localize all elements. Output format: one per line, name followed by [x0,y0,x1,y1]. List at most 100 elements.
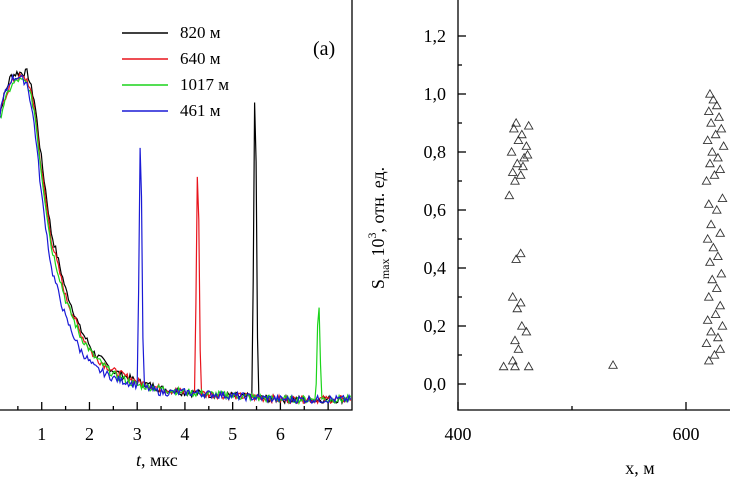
panel-b-data-point [715,164,726,173]
panel-a-x-tick-label: 6 [276,424,285,444]
panel-b-data-point [703,355,714,365]
panel-b-data-point [513,344,524,353]
panel-b-data-point [608,360,619,369]
panel-b-data-point [718,141,729,150]
panel-a-series [0,68,352,406]
panel-b-data-point [706,219,717,229]
panel-a-x-tick-label: 1 [37,424,46,444]
panel-b-data-point [717,193,728,202]
panel-b-data-point [507,167,518,176]
panel-b-y-axis-unit: , отн. ед. [368,167,388,233]
panel-a-legend-label: 820 м [180,23,221,42]
panel-b-data-point [715,344,726,353]
panel-b-data-point [712,251,723,260]
panel-b-data-point [702,315,713,324]
panel-b-data-point [717,320,728,330]
panel-b-data-point [716,268,727,278]
panel-a-x-axis-unit: , мкс [141,450,178,470]
panel-b-data-point [712,152,723,162]
panel-a-series-line [0,77,352,406]
panel-b-data-point [711,283,722,292]
panel-b-data-point [515,248,526,258]
panel-b-data-point [521,141,532,150]
panel-a-legend-label: 1017 м [180,75,229,94]
panel-a-x-tick-label: 2 [85,424,94,444]
panel-b-y-tick-label: 0,8 [424,142,447,162]
panel-b-x-axis-title: x, м [625,458,654,478]
panel-a-axis-frame [0,0,353,411]
panel-b-y-axis-ten: 10 [368,238,388,256]
panel-b-data-point [714,112,725,121]
panel-b-data-point [507,355,518,365]
panel-b-x-tick-label: 600 [673,424,700,444]
panel-b-data-point [716,123,727,133]
panel-a-x-ticks [17,402,329,410]
panel-a-series-line [0,73,352,405]
panel-b-data-point [508,123,519,133]
panel-b-data-point [519,152,530,162]
panel-b-data-point [523,120,534,130]
panel-b-data-point [712,332,723,342]
panel-a-x-axis-var: t [136,450,142,470]
panel-a-legend-label: 461 м [180,101,221,120]
panel-b-data-point [711,100,722,110]
panel-a-x-axis-title: t, мкс [136,450,178,470]
panel-a-x-tick-label: 7 [324,424,333,444]
panel-a-line-chart: 1 2 3 4 5 6 7 820 м 640 м 1017 м 461 м (a) t, мкс [0,0,353,470]
panel-b-data-point [702,233,713,243]
panel-b-data-point [709,170,720,179]
panel-a-legend-label: 640 м [180,49,221,68]
panel-a-series-line [0,68,352,406]
panel-b-x-tick-label: 400 [445,424,472,444]
panel-a-legend: 820 м 640 м 1017 м 461 м [122,23,229,120]
panel-b-ticks [457,35,687,410]
panel-b-data-point [701,338,712,347]
panel-b-data-point [703,291,714,301]
panel-b-data-point [512,158,523,168]
panel-a-x-tick-label: 3 [133,424,142,444]
panel-b-data-point [523,361,534,371]
panel-b-y-axis-title: Smax 103, отн. ед. [365,167,392,289]
panel-b-data-point [711,204,722,214]
panel-b-data-point [504,190,515,200]
panel-b-data-point [511,254,522,263]
panel-b-data-point [707,146,718,156]
panel-b-data-point [704,257,715,266]
panel-b-data-point [515,297,526,307]
panel-b-data-point [709,349,720,359]
panel-b-data-point [704,158,715,168]
panel-b-data-point [706,117,717,127]
panel-b-points [498,88,729,371]
panel-b-y-tick-label: 0,4 [424,258,447,278]
panel-b-y-tick-label: 0,2 [424,316,447,336]
panel-b-y-axis-sup: 3 [365,232,379,238]
panel-b-data-point [518,161,528,171]
panel-b-data-point [703,106,714,115]
panel-a-x-tick-labels: 1 2 3 4 5 6 7 [37,424,332,444]
panel-b-data-point [513,135,524,144]
panel-b-y-tick-label: 1,0 [424,84,447,104]
panel-b-data-point [715,300,726,310]
panel-b-data-point [702,135,713,144]
panel-b-data-point [510,175,520,185]
panel-b-data-point [703,199,714,208]
panel-b-tick-labels: 0,00,20,40,60,81,01,2400600800 [424,26,700,444]
panel-a-x-tick-label: 4 [180,424,189,444]
panel-b-axis-frame [457,0,730,411]
panel-b-data-point [510,361,520,371]
panel-b-data-point [708,94,719,104]
panel-b-y-tick-label: 0,0 [424,374,447,394]
panel-b-data-point [710,129,721,139]
panel-b-data-point [512,303,523,313]
panel-b-y-axis-sub: max [378,258,392,279]
panel-b-data-point [715,228,726,237]
panel-b-data-point [510,335,520,345]
panel-b-data-point [701,175,712,185]
panel-b-data-point [507,291,518,301]
panel-b-data-point [708,242,719,252]
panel-b-data-point [516,129,527,139]
panel-b-data-point [707,274,718,284]
panel-b-data-point [506,146,517,156]
panel-b-data-point [498,361,509,371]
panel-b-scatter-chart: 0,00,20,40,60,81,01,2400600800 x, м Smax… [365,0,730,478]
